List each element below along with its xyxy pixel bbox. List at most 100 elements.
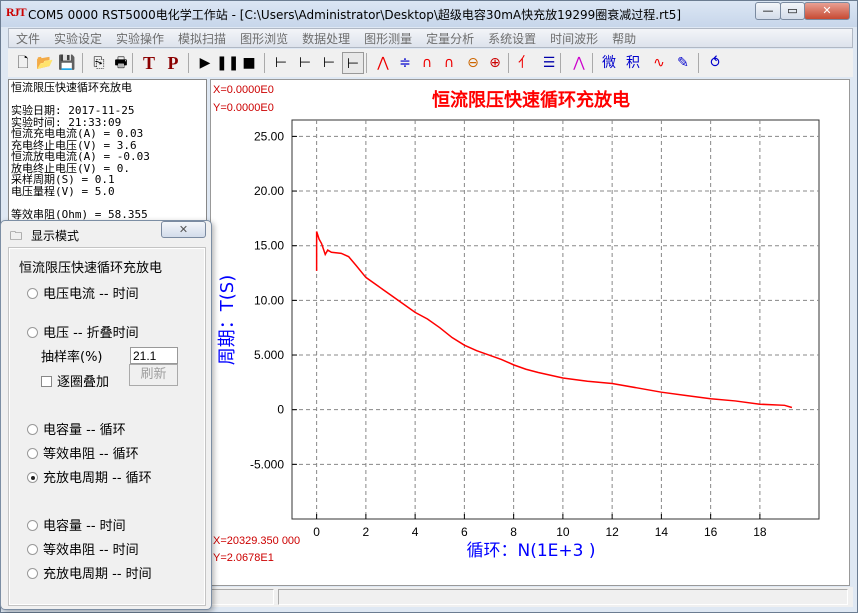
radio-button[interactable] (27, 544, 38, 555)
zoom-out-icon[interactable]: ⊖ (467, 55, 479, 71)
toolbar-separator (698, 53, 699, 73)
menu-7[interactable]: 定量分析 (426, 32, 475, 46)
print-icon[interactable]: 🖶 (114, 55, 128, 71)
radio-label: 电压电流 -- 时间 (43, 287, 139, 302)
radio-option[interactable]: 电压 -- 折叠时间 (27, 322, 139, 341)
axis-3-icon[interactable]: ⊢ (322, 55, 336, 71)
axis-2-icon[interactable]: ⊢ (298, 55, 312, 71)
experiment-info-panel: 恒流限压快速循环充放电 实验日期: 2017-11-25 实验时间: 21:33… (8, 79, 207, 229)
radio-label: 等效串阻 -- 循环 (43, 447, 139, 462)
radio-label: 充放电周期 -- 循环 (43, 471, 152, 486)
toolbar-separator (508, 53, 509, 73)
radio-button[interactable] (27, 448, 38, 459)
overlay-label: 逐圈叠加 (57, 375, 110, 390)
menu-3[interactable]: 模拟扫描 (178, 32, 227, 46)
menu-8[interactable]: 系统设置 (488, 32, 537, 46)
refresh-button[interactable]: 刷新 (129, 364, 178, 386)
integral-icon[interactable]: 积 (626, 55, 640, 71)
menu-5[interactable]: 数据处理 (302, 32, 351, 46)
chart-svg: 0 2 4 6 8 10 12 14 16 18 25.00 20.00 15.00 10.00 5.000… (213, 84, 820, 564)
x-tick-label: 18 (753, 525, 767, 539)
curve-icon[interactable]: ⺅ (518, 55, 532, 71)
baseline-icon[interactable]: ≑ (399, 55, 411, 71)
x-tick-label: 14 (655, 525, 669, 539)
radio-button[interactable] (27, 327, 38, 338)
axis-4-icon[interactable]: ⊢ (342, 52, 364, 74)
radio-option[interactable]: 电容量 -- 循环 (27, 419, 126, 438)
radio-button[interactable] (27, 520, 38, 531)
menu-1[interactable]: 实验设定 (54, 32, 103, 46)
radio-option[interactable]: 等效串阻 -- 时间 (27, 539, 139, 558)
toolbar: 🗋 📂 💾 ⎘ 🖶 T P ▶ ❚❚ ■ ⊢ ⊢ ⊢ ⊢ ⋀ ≑ ∩ ∩ ⊖ ⊕ ⺅ ☰ ⋀ 微积 ∿ ✎ ⥀ (8, 49, 853, 77)
radio-button[interactable] (27, 568, 38, 579)
app-logo: RJT (6, 5, 27, 19)
p-icon[interactable]: P (167, 53, 179, 73)
y-tick-label: 15.00 (254, 239, 284, 253)
mode-group (8, 247, 206, 606)
save-icon[interactable]: 💾 (58, 55, 76, 71)
radio-button[interactable] (27, 288, 38, 299)
status-cell (278, 589, 848, 605)
toolbar-separator (132, 53, 133, 73)
peak-box2-icon[interactable]: ∩ (443, 55, 455, 71)
sample-rate-input[interactable] (130, 347, 178, 364)
radio-option[interactable]: 充放电周期 -- 时间 (27, 563, 152, 582)
menu-9[interactable]: 时间波形 (550, 32, 599, 46)
overlay-checkbox[interactable]: 逐圈叠加 (41, 371, 109, 390)
radio-option[interactable]: 等效串阻 -- 循环 (27, 443, 139, 462)
radio-label: 电容量 -- 时间 (43, 519, 126, 534)
toolbar-separator (188, 53, 189, 73)
restore-button[interactable]: ▭ (780, 2, 805, 20)
radio-button[interactable] (27, 472, 38, 483)
menu-6[interactable]: 图形测量 (364, 32, 413, 46)
dialog-close-button[interactable]: ✕ (161, 221, 206, 238)
minimize-button[interactable]: — (755, 2, 781, 20)
radio-button[interactable] (27, 424, 38, 435)
axis-1-icon[interactable]: ⊢ (274, 55, 288, 71)
toolbar-separator (82, 53, 83, 73)
radio-option[interactable]: 电压电流 -- 时间 (27, 283, 139, 302)
y-tick-label: 0 (277, 403, 284, 417)
radio-label: 电压 -- 折叠时间 (43, 326, 139, 341)
play-icon[interactable]: ▶ (199, 55, 211, 71)
open-folder-icon[interactable]: 📂 (36, 55, 54, 71)
chart-area[interactable]: 0 2 4 6 8 10 12 14 16 18 25.00 20.00 15.00 10.00 5.000… (210, 79, 850, 586)
y-tick-label: 20.00 (254, 184, 284, 198)
new-file-icon[interactable]: 🗋 (17, 55, 29, 71)
zoom-in-icon[interactable]: ⊕ (489, 55, 501, 71)
menu-4[interactable]: 图形浏览 (240, 32, 289, 46)
peak-icon[interactable]: ⋀ (377, 55, 389, 71)
x-axis-label: 循环：N(1E+3 ) (466, 541, 595, 561)
radio-label: 充放电周期 -- 时间 (43, 567, 152, 582)
differential-icon[interactable]: 微 (602, 55, 616, 71)
cursor-x-readout: X=0.0000E0 (213, 84, 274, 96)
menu-2[interactable]: 实验操作 (116, 32, 165, 46)
menu-10[interactable]: 帮助 (612, 32, 637, 46)
sample-rate-label: 抽样率(%) (41, 350, 103, 365)
close-button[interactable]: ✕ (804, 2, 850, 20)
radio-option[interactable]: 电容量 -- 时间 (27, 515, 126, 534)
plot-frame (291, 119, 820, 520)
peak-box-icon[interactable]: ∩ (421, 55, 433, 71)
y-tick-label: 5.000 (254, 348, 284, 362)
copy-icon[interactable]: ⎘ (93, 55, 105, 71)
checkbox-box[interactable] (41, 376, 52, 387)
radio-option[interactable]: 充放电周期 -- 循环 (27, 467, 152, 486)
peaks-icon[interactable]: ⋀ (573, 55, 585, 71)
cursor-x-value: X=20329.350 000 (213, 535, 300, 547)
menu-0[interactable]: 文件 (16, 32, 41, 46)
fit-icon[interactable]: ∿ (653, 55, 665, 71)
toolbar-separator (264, 53, 265, 73)
pause-icon[interactable]: ❚❚ (216, 55, 240, 71)
y-tick-label: -5.000 (250, 457, 284, 471)
list-icon[interactable]: ☰ (542, 55, 556, 71)
spin-icon[interactable]: ⥀ (710, 55, 720, 71)
t-icon[interactable]: T (142, 53, 155, 73)
y-axis-label: 周期：T(S) (217, 275, 238, 365)
draw-icon[interactable]: ✎ (677, 55, 689, 71)
x-tick-label: 12 (605, 525, 619, 539)
toolbar-separator (560, 53, 561, 73)
stop-icon[interactable]: ■ (242, 55, 256, 71)
display-mode-dialog: 🗀 显示模式 ✕ 恒流限压快速循环充放电 电压电流 -- 时间 电压 -- 折叠时… (0, 220, 212, 610)
